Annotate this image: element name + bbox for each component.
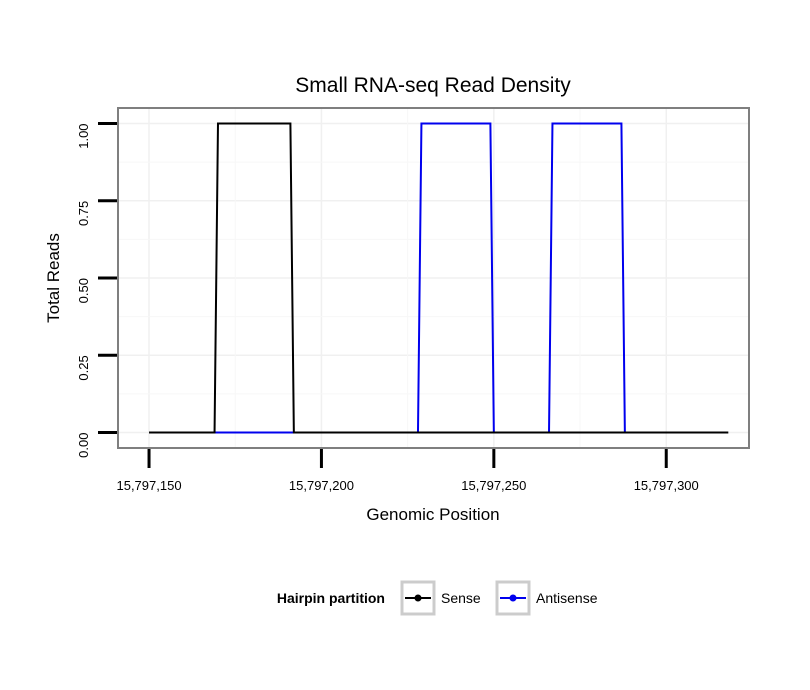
y-tick-label: 1.00 [76, 123, 91, 148]
legend-point-antisense [509, 594, 517, 602]
series-line-sense [149, 122, 729, 434]
y-tick-label: 0.75 [76, 201, 91, 226]
legend-point-sense [414, 594, 422, 602]
chart-title: Small RNA-seq Read Density [295, 74, 571, 97]
legend-item-antisense: Antisense [495, 580, 598, 616]
x-tick-label: 15,797,250 [461, 478, 526, 493]
x-tick-label: 15,797,200 [289, 478, 354, 493]
x-tick-label: 15,797,300 [634, 478, 699, 493]
series-group [149, 122, 729, 434]
legend: Hairpin partition Sense Antisense [277, 580, 598, 616]
y-tick-label: 0.50 [76, 278, 91, 303]
x-axis-ticks: 15,797,150 15,797,200 15,797,250 15,797,300 [116, 448, 699, 493]
y-axis-title: Total Reads [44, 233, 63, 323]
x-axis-title: Genomic Position [366, 505, 499, 524]
y-axis-ticks: 0.00 0.25 0.50 0.75 1.00 [76, 121, 118, 458]
legend-label-sense: Sense [441, 590, 481, 606]
x-tick-label: 15,797,150 [116, 478, 181, 493]
plot-panel-border [117, 107, 750, 449]
legend-title: Hairpin partition [277, 590, 385, 606]
y-tick-label: 0.00 [76, 433, 91, 458]
grid [118, 108, 749, 448]
legend-label-antisense: Antisense [536, 590, 598, 606]
y-tick-label: 0.25 [76, 355, 91, 380]
legend-item-sense: Sense [400, 580, 481, 616]
